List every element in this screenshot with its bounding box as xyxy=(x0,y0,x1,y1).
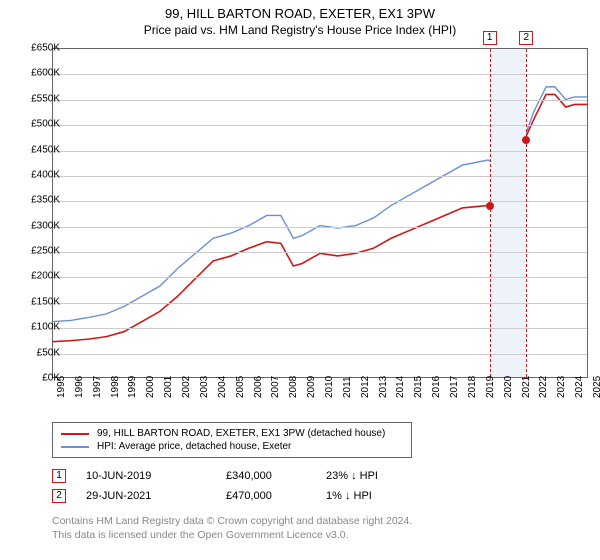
chart-title-line1: 99, HILL BARTON ROAD, EXETER, EX1 3PW xyxy=(10,6,590,21)
xtick-label: 2020 xyxy=(503,376,514,398)
gridline-h xyxy=(53,201,587,202)
xtick-label: 2022 xyxy=(538,376,549,398)
attribution-line2: This data is licensed under the Open Gov… xyxy=(52,528,552,542)
gridline-h xyxy=(53,125,587,126)
xtick-label: 2023 xyxy=(556,376,567,398)
ytick-label: £650K xyxy=(14,43,60,54)
xtick-label: 2024 xyxy=(574,376,585,398)
ytick-label: £0K xyxy=(14,373,60,384)
xtick-label: 2006 xyxy=(253,376,264,398)
gridline-h xyxy=(53,354,587,355)
transaction-row: 2 29-JUN-2021 £470,000 1% ↓ HPI xyxy=(52,486,406,506)
xtick-label: 2007 xyxy=(270,376,281,398)
xtick-label: 2019 xyxy=(485,376,496,398)
marker-dot-1 xyxy=(486,202,494,210)
legend-swatch xyxy=(61,446,89,448)
xtick-label: 2000 xyxy=(145,376,156,398)
marker-label-2: 2 xyxy=(519,31,533,45)
transaction-vline xyxy=(526,49,527,377)
ytick-label: £200K xyxy=(14,271,60,282)
xtick-label: 1998 xyxy=(110,376,121,398)
ytick-label: £50K xyxy=(14,347,60,358)
attribution-text: Contains HM Land Registry data © Crown c… xyxy=(52,514,552,542)
xtick-label: 2010 xyxy=(324,376,335,398)
transaction-marker: 1 xyxy=(52,469,66,483)
gridline-h xyxy=(53,227,587,228)
xtick-label: 1997 xyxy=(92,376,103,398)
transaction-marker: 2 xyxy=(52,489,66,503)
xtick-label: 2016 xyxy=(431,376,442,398)
transaction-date: 10-JUN-2019 xyxy=(86,470,206,482)
ytick-label: £600K xyxy=(14,68,60,79)
ytick-label: £500K xyxy=(14,119,60,130)
xtick-label: 2013 xyxy=(378,376,389,398)
transaction-diff: 1% ↓ HPI xyxy=(326,490,406,502)
xtick-label: 2004 xyxy=(217,376,228,398)
gridline-h xyxy=(53,151,587,152)
xtick-label: 2018 xyxy=(467,376,478,398)
legend-swatch xyxy=(61,433,89,435)
transaction-price: £470,000 xyxy=(226,490,306,502)
legend-label: 99, HILL BARTON ROAD, EXETER, EX1 3PW (d… xyxy=(97,428,385,439)
xtick-label: 2001 xyxy=(163,376,174,398)
ytick-label: £400K xyxy=(14,169,60,180)
xtick-label: 1996 xyxy=(74,376,85,398)
ytick-label: £100K xyxy=(14,322,60,333)
ytick-label: £250K xyxy=(14,246,60,257)
xtick-label: 2017 xyxy=(449,376,460,398)
xtick-label: 2002 xyxy=(181,376,192,398)
transaction-vline xyxy=(490,49,491,377)
transaction-date: 29-JUN-2021 xyxy=(86,490,206,502)
marker-label-1: 1 xyxy=(483,31,497,45)
legend-item: 99, HILL BARTON ROAD, EXETER, EX1 3PW (d… xyxy=(61,427,403,440)
xtick-label: 2025 xyxy=(592,376,600,398)
xtick-label: 2012 xyxy=(360,376,371,398)
attribution-line1: Contains HM Land Registry data © Crown c… xyxy=(52,514,552,528)
xtick-label: 2011 xyxy=(342,376,353,398)
ytick-label: £150K xyxy=(14,296,60,307)
gridline-h xyxy=(53,252,587,253)
transaction-row: 1 10-JUN-2019 £340,000 23% ↓ HPI xyxy=(52,466,406,486)
legend-item: HPI: Average price, detached house, Exet… xyxy=(61,440,403,453)
xtick-label: 2021 xyxy=(521,376,532,398)
chart-legend: 99, HILL BARTON ROAD, EXETER, EX1 3PW (d… xyxy=(52,422,412,458)
transaction-diff: 23% ↓ HPI xyxy=(326,470,406,482)
gridline-h xyxy=(53,176,587,177)
chart-plot-area: 12 xyxy=(52,48,588,378)
gridline-h xyxy=(53,277,587,278)
xtick-label: 2009 xyxy=(306,376,317,398)
marker-dot-2 xyxy=(522,136,530,144)
transaction-price: £340,000 xyxy=(226,470,306,482)
transactions-table: 1 10-JUN-2019 £340,000 23% ↓ HPI 2 29-JUN-202… xyxy=(52,466,406,506)
ytick-label: £350K xyxy=(14,195,60,206)
ytick-label: £550K xyxy=(14,93,60,104)
xtick-label: 2015 xyxy=(413,376,424,398)
xtick-label: 1999 xyxy=(127,376,138,398)
ytick-label: £300K xyxy=(14,220,60,231)
gridline-h xyxy=(53,328,587,329)
gridline-h xyxy=(53,100,587,101)
gridline-h xyxy=(53,303,587,304)
xtick-label: 2003 xyxy=(199,376,210,398)
legend-label: HPI: Average price, detached house, Exet… xyxy=(97,441,291,452)
chart-title-line2: Price paid vs. HM Land Registry's House … xyxy=(10,23,590,37)
ytick-label: £450K xyxy=(14,144,60,155)
xtick-label: 2008 xyxy=(288,376,299,398)
xtick-label: 2014 xyxy=(395,376,406,398)
xtick-label: 1995 xyxy=(56,376,67,398)
xtick-label: 2005 xyxy=(235,376,246,398)
gridline-h xyxy=(53,74,587,75)
